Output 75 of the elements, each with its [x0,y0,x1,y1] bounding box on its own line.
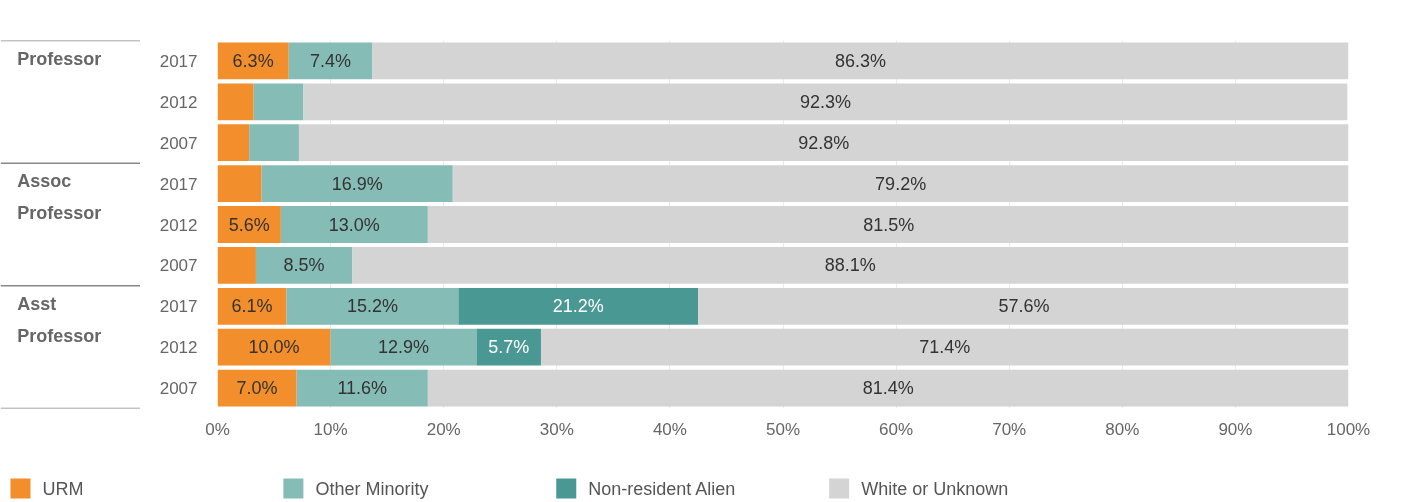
bar [298,124,1349,162]
data-label: 81.4% [862,378,914,399]
x-tick-label: 60% [879,419,914,439]
bar [253,83,304,121]
legend-label: Other Minority [315,478,429,499]
bar [330,328,477,366]
x-tick-label: 30% [539,419,574,439]
x-tick-label: 70% [992,419,1027,439]
bar [280,206,428,243]
x-tick-label: 10% [313,419,348,439]
x-tick-label: 20% [426,419,461,439]
bar [303,83,1348,121]
x-tick-label: 80% [1105,419,1140,439]
x-tick-label: 0% [205,419,230,439]
data-label: 92.8% [798,132,850,153]
bar [217,165,262,203]
bar [296,369,428,407]
bar [217,328,331,366]
data-label: 57.6% [998,296,1050,317]
bar [352,246,1349,284]
data-label: 21.2% [552,296,604,317]
bar [217,83,254,121]
legend-label: URM [42,478,84,499]
y-tick-label: 2017 [159,297,198,317]
data-label: 7.0% [236,378,278,399]
bar [452,165,1349,203]
bar [217,124,250,162]
bar [698,287,1349,325]
bar [261,165,453,203]
bar [255,246,353,284]
bar [286,287,459,325]
data-label: 13.0% [328,214,380,235]
bar [476,328,541,366]
bar [540,328,1349,366]
data-label: 16.9% [331,173,383,194]
bar [217,246,256,284]
y-tick-label: 2017 [159,51,198,71]
text: Professor [17,48,102,69]
data-label: 5.7% [488,337,530,358]
data-label: 88.1% [824,255,876,276]
data-label: 79.2% [875,173,927,194]
bar [458,287,699,325]
data-label: 6.1% [231,296,273,317]
text: Asst Professor [17,294,102,347]
text: Assoc Professor [17,171,102,224]
bar [427,369,1349,407]
data-label: 10.0% [248,337,300,358]
x-tick-label: 90% [1218,419,1253,439]
y-tick-label: 2012 [159,338,198,358]
bar [427,206,1349,243]
y-tick-label: 2012 [159,92,198,112]
legend-label: White or Unknown [861,478,1009,499]
data-label: 11.6% [337,378,388,399]
x-tick-label: 40% [652,419,687,439]
x-tick-label: 100% [1326,419,1371,439]
data-label: 71.4% [919,337,971,358]
data-label: 92.3% [799,91,851,112]
bar [249,124,299,162]
legend-label: Non-resident Alien [588,478,736,499]
y-tick-label: 2007 [159,133,198,153]
y-tick-label: 2017 [159,174,198,194]
y-tick-label: 2012 [159,215,198,235]
y-tick-label: 2007 [159,256,198,276]
data-label: 7.4% [310,50,352,71]
data-label: 86.3% [834,50,886,71]
data-label: 12.9% [378,337,430,358]
data-label: 6.3% [232,50,274,71]
y-tick-label: 2007 [159,379,198,399]
data-label: 8.5% [283,255,325,276]
bar [372,42,1349,80]
data-label: 5.6% [228,214,270,235]
x-tick-label: 50% [765,419,801,439]
data-label: 15.2% [346,296,398,317]
data-label: 81.5% [863,214,915,235]
bar [217,369,297,407]
